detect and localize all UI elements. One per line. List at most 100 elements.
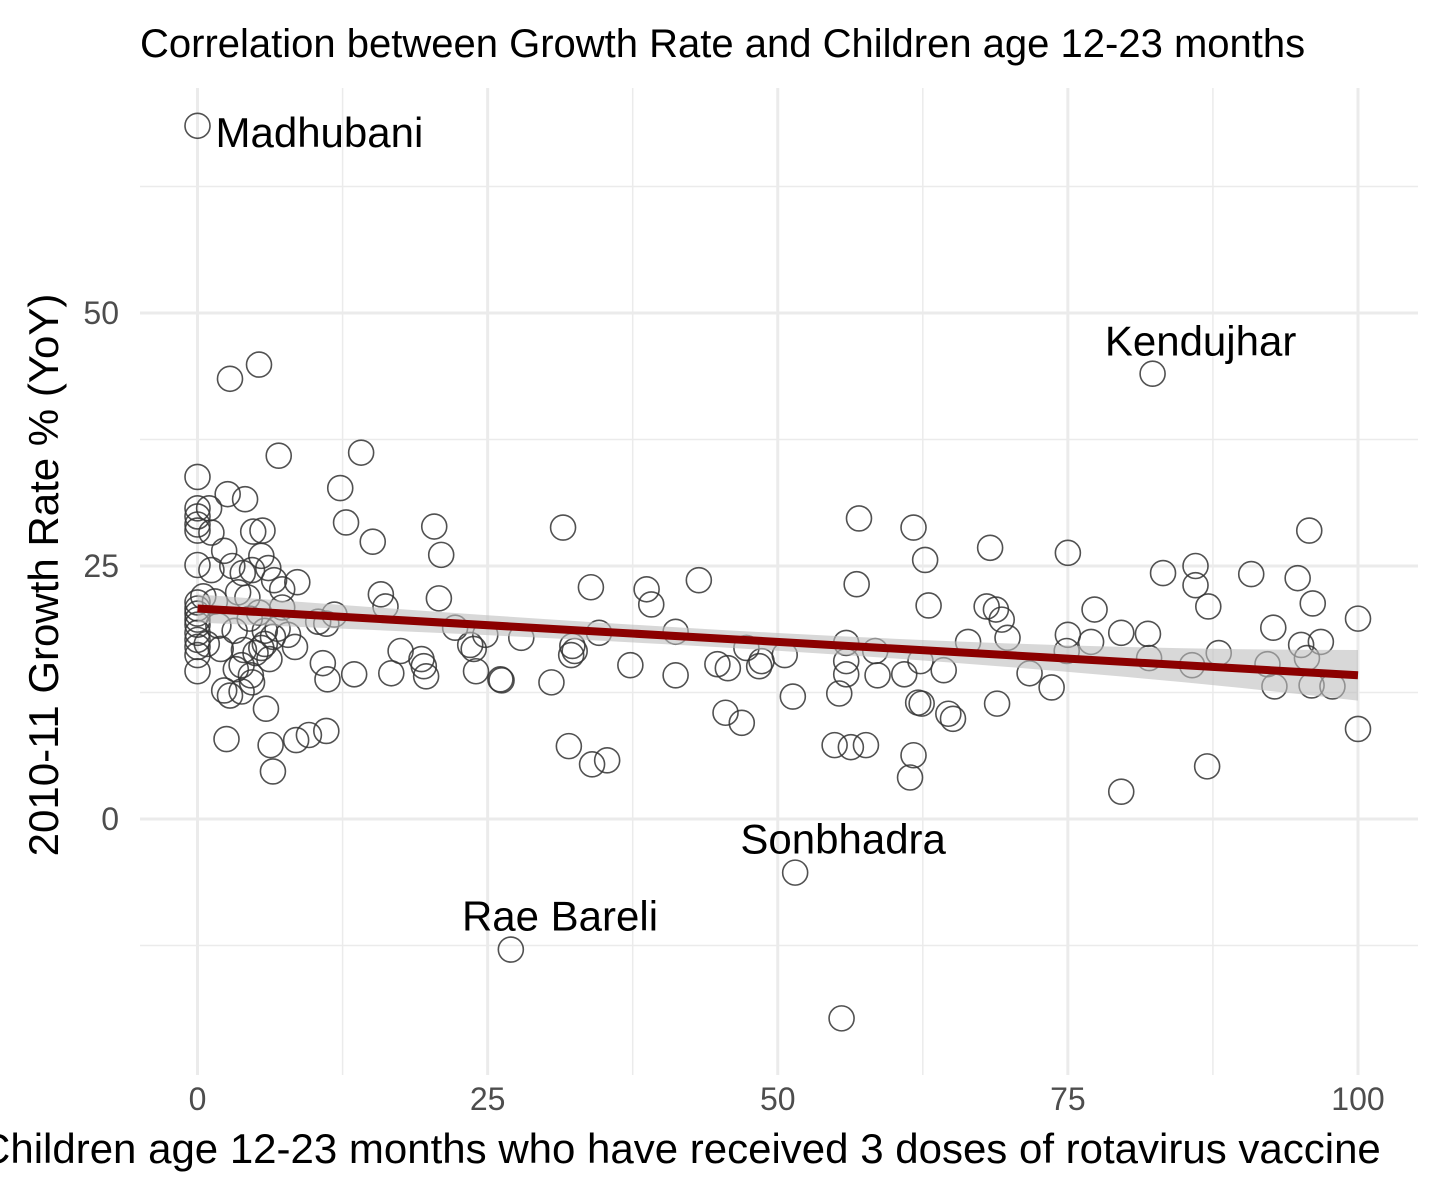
data-point	[462, 657, 490, 685]
data-point	[245, 351, 273, 378]
data-point	[828, 1005, 855, 1032]
data-point	[908, 690, 935, 717]
data-point	[1149, 559, 1177, 587]
data-point	[216, 682, 244, 709]
data-point	[314, 666, 341, 693]
data-point	[412, 663, 440, 690]
data-point	[249, 517, 276, 544]
data-point	[313, 717, 340, 745]
y-axis-title: 2010-11 Growth Rate % (YoY)	[20, 294, 67, 857]
data-point	[214, 480, 241, 508]
trend-layer	[197, 594, 1359, 701]
data-point	[237, 661, 265, 689]
data-point	[712, 699, 739, 727]
data-point	[1284, 564, 1311, 592]
data-point	[198, 556, 225, 584]
data-point	[488, 667, 515, 694]
data-point	[228, 678, 255, 705]
data-point	[487, 666, 514, 693]
data-point	[1134, 620, 1162, 648]
data-point	[1344, 715, 1372, 743]
data-point	[1107, 619, 1135, 647]
data-point	[254, 554, 282, 582]
annotation-label: Rae Bareli	[462, 893, 658, 940]
data-point	[1054, 539, 1082, 567]
data-point	[207, 635, 235, 663]
x-tick-label: 75	[1050, 1081, 1086, 1117]
data-point	[210, 677, 238, 704]
data-point	[843, 570, 870, 598]
data-point	[238, 556, 266, 584]
x-tick-label: 100	[1331, 1081, 1384, 1117]
data-point	[257, 731, 284, 759]
data-point	[326, 474, 354, 502]
data-point	[1194, 593, 1222, 620]
data-point	[935, 700, 962, 728]
data-point	[427, 541, 455, 569]
point-annotations: Madhubani Kendujhar Sonbhadra Rae Bareli	[216, 109, 1297, 940]
data-point	[982, 596, 1010, 623]
data-point	[911, 546, 939, 574]
data-point	[216, 365, 244, 393]
x-tick-label: 50	[760, 1081, 796, 1117]
data-point	[256, 645, 283, 673]
data-point	[685, 566, 713, 594]
data-point	[779, 683, 807, 710]
data-point	[231, 485, 259, 513]
data-point	[222, 655, 250, 683]
data-point	[538, 669, 565, 696]
data-point	[332, 509, 360, 536]
data-point	[852, 731, 880, 759]
data-point	[309, 649, 337, 677]
data-point	[497, 936, 525, 963]
data-point	[184, 112, 211, 140]
data-point	[617, 651, 644, 679]
data-point	[238, 669, 266, 696]
data-point	[577, 573, 605, 601]
confidence-band	[197, 594, 1358, 701]
data-point	[347, 439, 375, 466]
data-point	[745, 652, 773, 680]
data-point	[213, 725, 240, 753]
y-tick-label: 0	[101, 801, 119, 837]
x-tick-label: 25	[470, 1081, 506, 1117]
data-point	[340, 660, 368, 688]
data-point	[1193, 753, 1221, 780]
data-point	[939, 705, 967, 733]
data-point	[1344, 605, 1372, 632]
data-point	[1182, 571, 1209, 599]
data-point	[704, 650, 731, 678]
data-point	[282, 726, 310, 754]
data-point	[242, 639, 269, 667]
data-point	[184, 517, 211, 544]
y-tick-label: 50	[83, 295, 119, 331]
data-point	[184, 551, 211, 579]
data-point	[265, 442, 293, 469]
data-point	[284, 568, 311, 596]
data-point	[1139, 360, 1166, 388]
data-point	[359, 528, 387, 556]
data-point	[184, 463, 211, 491]
x-axis-title: Children age 12-23 months who have recei…	[0, 1125, 1381, 1172]
data-point	[239, 518, 267, 545]
data-point	[1259, 614, 1287, 642]
data-point	[864, 661, 891, 689]
data-point	[281, 633, 309, 661]
data-point	[896, 764, 924, 791]
data-point	[184, 657, 211, 685]
data-point	[210, 537, 238, 565]
data-point	[259, 758, 287, 785]
y-tick-label: 25	[83, 548, 119, 584]
annotation-label: Kendujhar	[1105, 318, 1296, 365]
data-point	[890, 660, 918, 688]
data-point	[1295, 517, 1323, 544]
data-point	[845, 505, 873, 532]
chart-title: Correlation between Growth Rate and Chil…	[140, 22, 1305, 66]
data-point	[1182, 552, 1209, 580]
data-point	[728, 709, 756, 737]
data-point	[420, 513, 448, 540]
data-point	[195, 495, 223, 522]
data-point	[633, 575, 660, 603]
trend-line	[197, 604, 1359, 680]
data-point	[714, 654, 742, 682]
